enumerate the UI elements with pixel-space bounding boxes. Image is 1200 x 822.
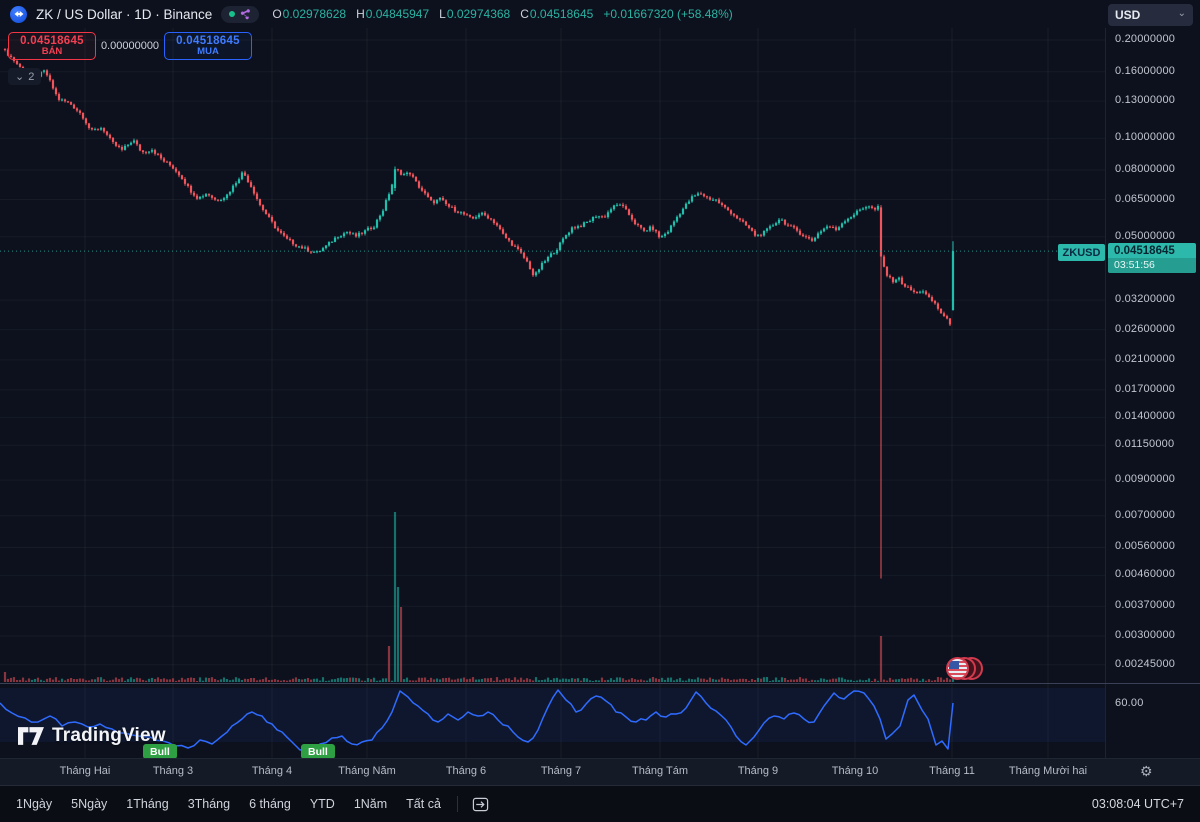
- range-button-1tháng[interactable]: 1Tháng: [126, 797, 169, 811]
- price-scale[interactable]: 0.04518645 03:51:56 0.20000000 0.16000000…: [1105, 28, 1200, 758]
- time-tick-label: Tháng Hai: [59, 765, 111, 777]
- price-tick-label: 0.03200000: [1115, 293, 1176, 306]
- event-flags-marker[interactable]: [946, 657, 988, 684]
- tradingview-icon: [18, 727, 44, 745]
- time-tick-label: Tháng 11: [929, 765, 975, 777]
- gear-icon[interactable]: ⚙: [1140, 763, 1153, 779]
- time-tick-label: Tháng 7: [540, 765, 582, 777]
- sell-price: 0.04518645: [20, 34, 84, 47]
- price-tick-label: 0.00700000: [1115, 508, 1176, 521]
- price-tick-label: 0.00460000: [1115, 568, 1176, 581]
- market-open-dot-icon: [229, 11, 236, 17]
- candlestick-chart[interactable]: [0, 28, 1105, 758]
- buy-price: 0.04518645: [176, 34, 240, 47]
- chart-header: ZK / US Dollar · 1D · Binance O 0.0297862…: [0, 0, 1105, 28]
- price-tick-label: 0.08000000: [1115, 163, 1176, 176]
- chevron-down-icon: ⌄: [1177, 7, 1186, 19]
- range-button-6-tháng[interactable]: 6 tháng: [249, 797, 291, 811]
- go-to-date-button[interactable]: [472, 796, 489, 813]
- range-button-3tháng[interactable]: 3Tháng: [187, 797, 231, 811]
- ohlc-item: O 0.02978628: [272, 7, 347, 21]
- share-icon: [241, 8, 251, 19]
- ohlc-item: C 0.04518645: [520, 7, 594, 21]
- sell-label: BÁN: [41, 46, 63, 58]
- ohlc-item: H 0.04845947: [356, 7, 430, 21]
- date-range-buttons: 1Ngày 5Ngày 1Tháng 3Tháng 6 tháng YTD 1Năm Tất …: [16, 797, 441, 811]
- us-flag-icon: [946, 657, 969, 680]
- range-button-ytd[interactable]: YTD: [309, 797, 335, 811]
- trade-panel: 0.04518645 BÁN 0.00000000 0.04518645 MUA: [8, 32, 252, 60]
- current-price-value: 0.04518645: [1114, 245, 1175, 257]
- time-tick-label: Tháng Tám: [631, 765, 689, 777]
- ohlc-values: O 0.02978628 H 0.04845947 L 0.02974368 C 0.0451…: [272, 7, 732, 21]
- price-tick-label: 0.01400000: [1115, 410, 1176, 423]
- currency-dropdown-value: USD: [1115, 8, 1141, 22]
- range-button-5ngày[interactable]: 5Ngày: [71, 797, 108, 811]
- bar-countdown: 03:51:56: [1108, 258, 1196, 273]
- price-tick-label: 0.10000000: [1115, 131, 1176, 144]
- currency-dropdown[interactable]: USD ⌄: [1108, 4, 1193, 26]
- clock[interactable]: 03:08:04 UTC+7: [1091, 797, 1184, 811]
- indicators-count: 2: [28, 70, 35, 83]
- time-tick-label: Tháng 3: [152, 765, 194, 777]
- price-tick-label: 0.00370000: [1115, 599, 1176, 612]
- go-to-date-icon: [472, 797, 489, 811]
- time-tick-label: Tháng 4: [251, 765, 293, 777]
- price-tick-label: 0.20000000: [1115, 32, 1176, 45]
- market-status-pill[interactable]: [221, 5, 260, 23]
- price-change: +0.01667320 (+58.48%): [603, 7, 733, 21]
- range-button-tất-cả[interactable]: Tất cả: [406, 797, 441, 811]
- price-tick-label: 0.06500000: [1115, 192, 1176, 205]
- bull-signal-badge: Bull: [143, 744, 177, 759]
- time-tick-label: Tháng 6: [445, 765, 487, 777]
- bottom-toolbar: 1Ngày 5Ngày 1Tháng 3Tháng 6 tháng YTD 1Năm Tất …: [0, 785, 1200, 822]
- price-tick-label: 0.00900000: [1115, 473, 1176, 486]
- range-button-1ngày[interactable]: 1Ngày: [16, 797, 53, 811]
- zk-token-logo-icon: [10, 5, 27, 23]
- spread-value: 0.00000000: [100, 40, 160, 52]
- toolbar-divider: [456, 796, 458, 812]
- time-tick-label: Tháng Mười hai: [1008, 765, 1088, 777]
- time-tick-label: Tháng Năm: [338, 765, 396, 777]
- price-tick-label: 0.01700000: [1115, 382, 1176, 395]
- tradingview-logo-text: TradingView: [52, 725, 166, 746]
- time-tick-label: Tháng 9: [737, 765, 779, 777]
- price-tick-label: 0.00560000: [1115, 540, 1176, 553]
- sell-button[interactable]: 0.04518645 BÁN: [8, 32, 96, 60]
- chevron-down-icon: ⌄: [15, 71, 25, 83]
- current-price-label: 0.04518645 03:51:56: [1108, 243, 1196, 273]
- pane-divider[interactable]: [0, 683, 1200, 684]
- price-tick-label: 0.00245000: [1115, 657, 1176, 670]
- price-tick-label: 0.05000000: [1115, 229, 1176, 242]
- indicators-collapse-button[interactable]: ⌄ 2: [8, 68, 42, 85]
- range-button-1năm[interactable]: 1Năm: [353, 797, 388, 811]
- buy-button[interactable]: 0.04518645 MUA: [164, 32, 252, 60]
- bull-signal-badge: Bull: [301, 744, 335, 759]
- buy-label: MUA: [197, 46, 219, 58]
- price-tick-label: 0.16000000: [1115, 64, 1176, 77]
- indicator-tick-label: 60.00: [1115, 697, 1144, 709]
- price-tick-label: 0.00300000: [1115, 629, 1176, 642]
- ohlc-item: L 0.02974368: [439, 7, 511, 21]
- time-tick-label: Tháng 10: [831, 765, 879, 777]
- tradingview-logo[interactable]: TradingView: [18, 725, 166, 747]
- symbol-tag: ZKUSD: [1058, 244, 1105, 261]
- price-tick-label: 0.01150000: [1115, 438, 1175, 451]
- price-tick-label: 0.13000000: [1115, 94, 1176, 107]
- price-tick-label: 0.02600000: [1115, 322, 1176, 335]
- symbol-title[interactable]: ZK / US Dollar · 1D · Binance: [36, 6, 213, 22]
- price-tick-label: 0.02100000: [1115, 352, 1176, 365]
- time-scale[interactable]: ⚙ Tháng Hai Tháng 3 Tháng 4 Tháng Năm Tháng …: [0, 758, 1200, 785]
